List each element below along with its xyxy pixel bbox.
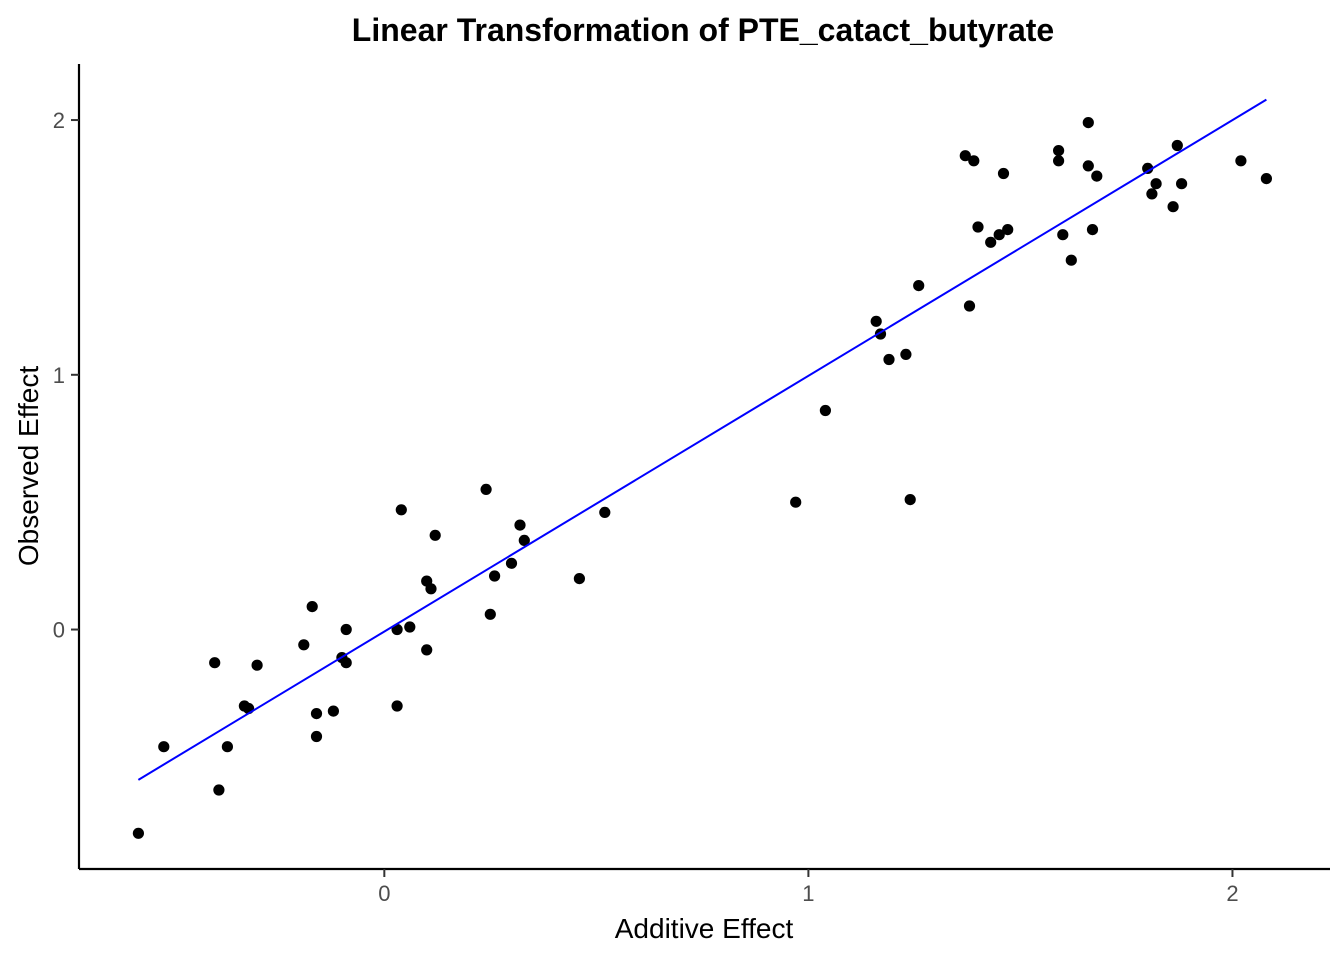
y-axis-label: Observed Effect — [13, 366, 44, 566]
data-point — [310, 730, 323, 743]
data-point — [1086, 224, 1099, 236]
data-point — [1082, 117, 1094, 129]
data-point — [425, 583, 437, 595]
data-point — [1082, 160, 1094, 172]
data-point — [429, 529, 441, 541]
data-point — [514, 519, 526, 531]
data-point — [340, 623, 352, 636]
data-point — [213, 784, 225, 796]
data-point — [1146, 188, 1158, 200]
y-tick-label: 2 — [53, 108, 65, 133]
data-point — [985, 236, 997, 248]
data-point — [1150, 178, 1162, 190]
data-point — [599, 506, 611, 518]
data-point — [1053, 145, 1065, 157]
data-point — [959, 150, 971, 162]
data-point — [221, 741, 233, 753]
data-point — [790, 496, 802, 508]
data-point — [484, 608, 496, 620]
data-point — [340, 657, 352, 669]
data-point — [310, 708, 323, 720]
data-point — [1142, 162, 1154, 174]
plot-area — [132, 98, 1272, 839]
data-point — [904, 494, 916, 506]
x-tick-label: 1 — [802, 881, 814, 906]
chart-title: Linear Transformation of PTE_catact_buty… — [352, 12, 1054, 48]
data-point — [972, 221, 984, 233]
data-point — [158, 741, 170, 753]
data-point — [997, 167, 1010, 180]
y-tick-label: 0 — [53, 618, 65, 643]
data-point — [1065, 254, 1077, 266]
data-point — [421, 644, 433, 656]
data-point — [298, 639, 310, 651]
data-point — [870, 315, 882, 327]
data-point — [968, 155, 980, 167]
data-point — [209, 657, 221, 669]
data-point — [132, 827, 144, 839]
data-point — [395, 504, 407, 516]
data-point — [913, 280, 925, 292]
data-point — [1260, 173, 1272, 185]
data-point — [1171, 139, 1183, 152]
data-point — [573, 573, 586, 585]
data-point — [391, 623, 403, 636]
x-tick-label: 2 — [1226, 881, 1238, 906]
data-point — [1235, 155, 1247, 167]
data-point — [1053, 155, 1065, 167]
data-point — [963, 300, 976, 312]
axis-ticks: 0 1 2 0 1 2 — [53, 108, 1239, 906]
data-point — [518, 534, 530, 547]
data-point — [1167, 201, 1179, 213]
data-point — [993, 229, 1005, 241]
fit-line — [137, 98, 1267, 781]
data-point — [883, 353, 895, 366]
data-point — [819, 404, 832, 417]
x-tick-label: 0 — [378, 881, 390, 906]
data-point — [1091, 170, 1103, 182]
data-point — [480, 483, 492, 495]
x-axis-label: Additive Effect — [615, 913, 794, 944]
data-point — [505, 557, 518, 569]
data-point — [251, 659, 263, 671]
data-point — [404, 621, 416, 633]
data-point — [1176, 178, 1188, 190]
data-point — [1057, 229, 1069, 241]
data-point — [1002, 224, 1014, 236]
y-tick-label: 1 — [53, 363, 65, 388]
data-point — [327, 705, 339, 717]
data-point — [306, 601, 318, 613]
data-point — [489, 570, 501, 582]
data-point — [391, 700, 403, 712]
data-point — [900, 348, 912, 360]
